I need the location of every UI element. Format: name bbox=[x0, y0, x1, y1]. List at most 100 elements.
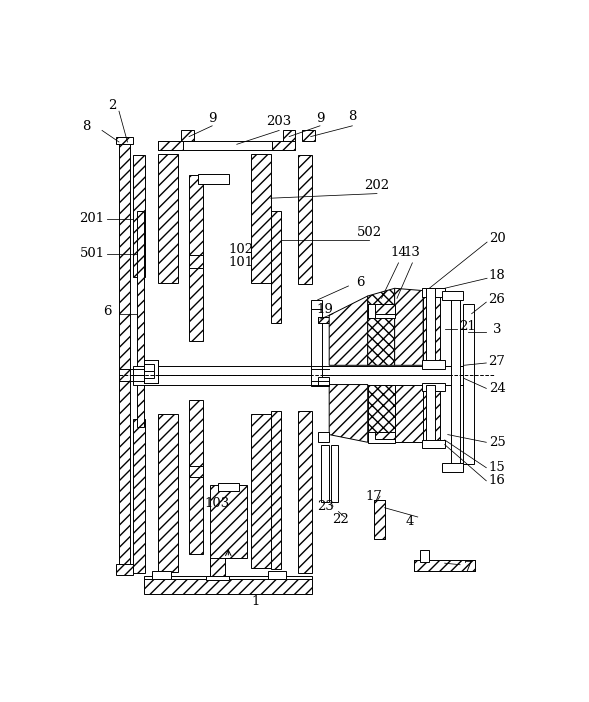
Bar bbox=[189, 256, 203, 270]
Text: 20: 20 bbox=[489, 232, 505, 245]
Bar bbox=[426, 385, 435, 442]
Text: 23: 23 bbox=[317, 500, 334, 512]
Bar bbox=[210, 552, 225, 579]
Text: 4: 4 bbox=[406, 515, 414, 528]
Text: 14: 14 bbox=[390, 246, 407, 258]
Bar bbox=[189, 466, 203, 480]
Text: 6: 6 bbox=[103, 305, 112, 318]
Bar bbox=[423, 385, 440, 442]
Text: 19: 19 bbox=[317, 303, 334, 316]
Text: 25: 25 bbox=[489, 436, 505, 449]
Polygon shape bbox=[329, 385, 368, 442]
Bar bbox=[420, 550, 429, 562]
Text: 201: 201 bbox=[80, 213, 105, 225]
Bar bbox=[116, 564, 133, 575]
Bar bbox=[116, 137, 133, 145]
Bar bbox=[423, 292, 440, 368]
Bar bbox=[312, 309, 322, 386]
Bar bbox=[158, 413, 178, 571]
Bar bbox=[426, 289, 435, 364]
Bar bbox=[133, 376, 464, 385]
Bar bbox=[375, 305, 395, 314]
Bar bbox=[368, 305, 375, 318]
Bar bbox=[374, 500, 385, 538]
Text: 8: 8 bbox=[82, 120, 91, 133]
Bar bbox=[189, 175, 203, 258]
Bar bbox=[463, 304, 474, 464]
Text: 24: 24 bbox=[489, 382, 505, 395]
Bar bbox=[442, 463, 463, 472]
Bar bbox=[322, 444, 329, 503]
Text: 7: 7 bbox=[464, 562, 472, 574]
Bar bbox=[133, 419, 145, 574]
Bar bbox=[189, 267, 203, 340]
Text: 18: 18 bbox=[489, 269, 505, 282]
Bar bbox=[144, 577, 312, 594]
Text: 26: 26 bbox=[489, 293, 505, 306]
Bar bbox=[133, 366, 464, 376]
Polygon shape bbox=[395, 385, 423, 442]
Bar bbox=[302, 131, 315, 141]
Bar bbox=[319, 377, 329, 386]
Text: 101: 101 bbox=[228, 256, 253, 270]
Bar bbox=[319, 432, 329, 442]
Bar bbox=[451, 296, 460, 465]
Text: 9: 9 bbox=[316, 112, 324, 126]
Bar bbox=[267, 571, 286, 578]
Bar bbox=[210, 552, 225, 579]
Bar bbox=[251, 154, 271, 283]
Text: 17: 17 bbox=[365, 490, 382, 503]
Bar bbox=[368, 432, 395, 443]
Bar bbox=[422, 440, 445, 448]
Text: 103: 103 bbox=[205, 498, 230, 510]
Bar bbox=[422, 383, 445, 391]
Text: 21: 21 bbox=[459, 320, 476, 333]
Text: 501: 501 bbox=[80, 247, 105, 260]
Bar bbox=[144, 360, 158, 383]
Polygon shape bbox=[368, 289, 395, 365]
Text: 3: 3 bbox=[493, 323, 501, 336]
Bar bbox=[133, 155, 145, 277]
Bar bbox=[210, 484, 247, 558]
Bar bbox=[331, 444, 339, 503]
Text: 6: 6 bbox=[356, 277, 364, 289]
Bar bbox=[299, 155, 312, 284]
Text: 15: 15 bbox=[489, 461, 505, 474]
Text: 202: 202 bbox=[365, 180, 389, 192]
Bar bbox=[283, 131, 295, 141]
Bar bbox=[319, 317, 335, 323]
Bar bbox=[374, 500, 385, 538]
Text: 13: 13 bbox=[404, 246, 421, 258]
Bar bbox=[217, 483, 239, 491]
Bar bbox=[158, 154, 178, 283]
Bar bbox=[181, 131, 194, 141]
Bar bbox=[158, 141, 295, 150]
Bar bbox=[442, 291, 463, 300]
Bar bbox=[422, 360, 445, 369]
Bar bbox=[375, 432, 395, 439]
Text: 16: 16 bbox=[489, 475, 505, 487]
Text: 22: 22 bbox=[332, 512, 349, 526]
Bar bbox=[319, 317, 335, 323]
Bar bbox=[158, 141, 183, 150]
Text: 102: 102 bbox=[228, 244, 253, 256]
Polygon shape bbox=[144, 371, 154, 378]
Text: 203: 203 bbox=[266, 114, 292, 128]
Bar bbox=[189, 477, 203, 554]
Bar bbox=[144, 576, 312, 578]
Bar bbox=[368, 305, 395, 318]
Bar bbox=[422, 288, 445, 297]
Text: 27: 27 bbox=[489, 355, 505, 368]
Bar bbox=[137, 211, 144, 427]
Bar bbox=[414, 560, 475, 571]
Bar bbox=[152, 571, 171, 578]
Bar bbox=[271, 211, 282, 323]
Polygon shape bbox=[368, 385, 395, 442]
Polygon shape bbox=[144, 364, 154, 371]
Bar bbox=[198, 173, 229, 185]
Bar bbox=[189, 400, 203, 469]
Text: 502: 502 bbox=[357, 225, 382, 239]
Bar bbox=[312, 300, 322, 309]
Polygon shape bbox=[395, 289, 423, 365]
Bar bbox=[206, 576, 229, 580]
